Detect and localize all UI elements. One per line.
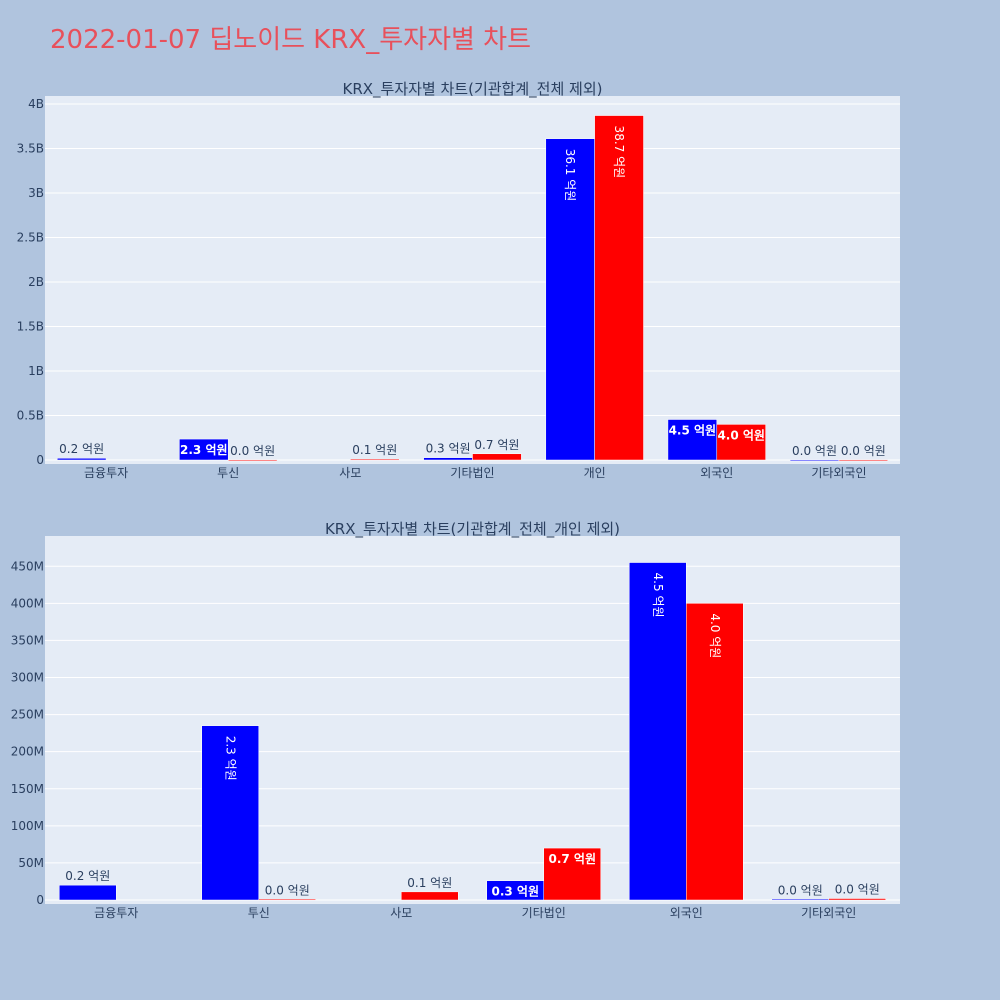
y-tick-label: 250M <box>11 708 44 722</box>
bar <box>258 899 316 901</box>
bar <box>545 138 595 461</box>
y-tick-label: 100M <box>11 819 44 833</box>
bar <box>59 884 117 901</box>
data-label: 0.0 억원 <box>792 444 837 458</box>
data-label: 0.0 억원 <box>265 883 310 897</box>
plot-area <box>45 96 900 464</box>
y-tick-label: 400M <box>11 596 44 610</box>
bar <box>543 847 601 901</box>
data-label: 2.3 억원 <box>223 736 237 781</box>
y-tick-label: 1B <box>28 364 44 378</box>
x-tick-label: 외국인 <box>700 466 733 480</box>
y-tick-label: 300M <box>11 671 44 685</box>
data-label: 0.1 억원 <box>352 443 397 457</box>
x-tick-label: 기타외국인 <box>801 906 856 920</box>
data-label: 0.0 억원 <box>835 883 880 897</box>
bar <box>56 457 107 461</box>
plot-area <box>45 536 900 904</box>
data-label: 4.0 억원 <box>708 613 722 658</box>
bar <box>789 459 840 462</box>
x-tick-label: 기타법인 <box>522 906 566 920</box>
x-tick-label: 사모 <box>390 906 412 920</box>
bar <box>401 891 459 901</box>
y-tick-label: 3B <box>28 186 44 200</box>
bar <box>686 603 744 901</box>
x-tick-label: 투신 <box>248 906 270 920</box>
y-tick-label: 150M <box>11 782 44 796</box>
data-label: 0.7 억원 <box>474 438 519 452</box>
data-label: 0.0 억원 <box>841 444 886 458</box>
x-tick-label: 금융투자 <box>84 466 128 480</box>
bar <box>838 459 889 462</box>
data-label: 2.3 억원 <box>180 443 228 457</box>
bar <box>472 453 522 461</box>
y-tick-label: 3.5B <box>17 142 44 156</box>
bar <box>350 458 400 461</box>
x-tick-label: 기타법인 <box>450 466 494 480</box>
y-tick-label: 0 <box>36 453 44 467</box>
data-label: 0.0 억원 <box>778 883 823 897</box>
data-label: 4.5 억원 <box>669 424 717 438</box>
data-label: 0.0 억원 <box>230 444 275 458</box>
x-tick-label: 기타외국인 <box>811 466 866 480</box>
chart-institution-individual-excluded: KRX_투자자별 차트(기관합계_전체_개인 제외) 0 50M 100M 150M 20… <box>11 520 900 920</box>
y-tick-label: 450M <box>11 559 44 573</box>
bar <box>629 562 687 901</box>
data-label: 0.7 억원 <box>548 852 596 866</box>
bar <box>771 899 829 901</box>
bar <box>423 457 473 461</box>
data-label: 0.2 억원 <box>59 442 104 456</box>
x-tick-label: 투신 <box>217 466 239 480</box>
page-title: 2022-01-07 딥노이드 KRX_투자자별 차트 <box>50 25 531 55</box>
x-tick-label: 사모 <box>339 466 361 480</box>
data-label: 36.1 억원 <box>563 149 577 202</box>
data-label: 0.2 억원 <box>65 869 110 883</box>
chart-title: KRX_투자자별 차트(기관합계_전체_개인 제외) <box>325 520 620 539</box>
data-label: 4.5 억원 <box>651 573 665 618</box>
y-tick-label: 4B <box>28 97 44 111</box>
y-tick-label: 200M <box>11 745 44 759</box>
data-label: 4.0 억원 <box>717 428 765 442</box>
y-tick-label: 1.5B <box>17 320 44 334</box>
y-tick-label: 2.5B <box>17 231 44 245</box>
y-tick-label: 0.5B <box>17 409 44 423</box>
chart-institution-total-excluded: KRX_투자자별 차트(기관합계_전체 제외) 0 0.5B 1B 1.5B 2B 2.5B… <box>17 80 900 480</box>
bar <box>828 898 886 901</box>
data-label: 0.1 억원 <box>407 876 452 890</box>
bar <box>594 115 644 461</box>
bar <box>179 438 229 461</box>
x-tick-label: 금융투자 <box>94 906 138 920</box>
y-tick-label: 0 <box>36 893 44 907</box>
x-tick-label: 개인 <box>584 466 606 480</box>
y-tick-label: 2B <box>28 275 44 289</box>
y-tick-label: 350M <box>11 633 44 647</box>
data-label: 38.7 억원 <box>612 126 626 179</box>
y-tick-label: 50M <box>18 856 44 870</box>
chart-title: KRX_투자자별 차트(기관합계_전체 제외) <box>343 80 603 99</box>
x-tick-label: 외국인 <box>670 906 703 920</box>
bar <box>227 459 278 462</box>
bar <box>201 725 259 901</box>
data-label: 0.3 억원 <box>491 885 539 899</box>
bar <box>716 424 766 461</box>
bar <box>667 419 718 461</box>
data-label: 0.3 억원 <box>426 442 471 456</box>
